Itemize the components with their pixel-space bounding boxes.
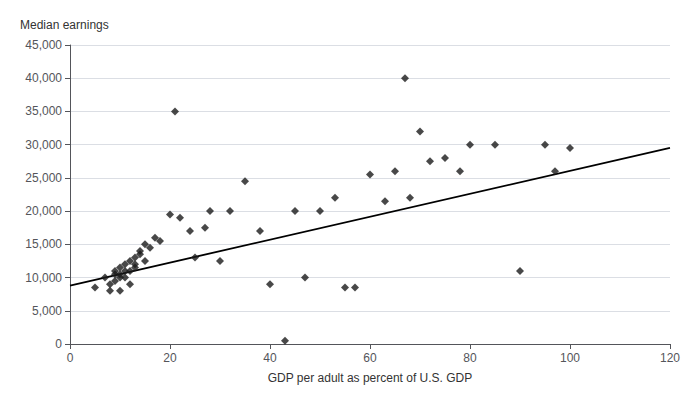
svg-text:40: 40 [263,351,277,365]
svg-text:45,000: 45,000 [25,38,62,52]
svg-text:5,000: 5,000 [32,304,62,318]
svg-text:25,000: 25,000 [25,171,62,185]
svg-text:GDP per adult as percent of U.: GDP per adult as percent of U.S. GDP [268,371,473,385]
svg-text:80: 80 [463,351,477,365]
svg-text:10,000: 10,000 [25,271,62,285]
svg-text:0: 0 [67,351,74,365]
svg-text:35,000: 35,000 [25,104,62,118]
svg-text:20: 20 [163,351,177,365]
svg-text:20,000: 20,000 [25,204,62,218]
svg-text:120: 120 [660,351,680,365]
svg-text:15,000: 15,000 [25,237,62,251]
svg-text:Median earnings: Median earnings [20,18,109,32]
svg-text:30,000: 30,000 [25,138,62,152]
svg-text:60: 60 [363,351,377,365]
svg-text:40,000: 40,000 [25,71,62,85]
svg-text:100: 100 [560,351,580,365]
svg-text:0: 0 [55,337,62,351]
